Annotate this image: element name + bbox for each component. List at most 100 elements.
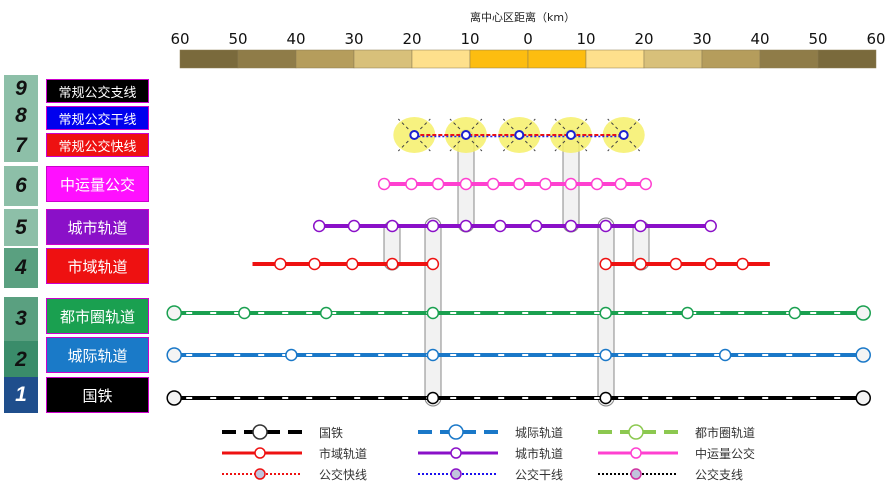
station: [319, 306, 333, 320]
layer-label: 城际轨道: [46, 337, 149, 373]
scale-band: [353, 49, 413, 69]
hub-ray: [419, 118, 431, 130]
station: [590, 177, 604, 191]
hub-ray: [607, 118, 619, 130]
station: [788, 306, 802, 320]
station: [459, 219, 473, 233]
hub-ray: [629, 140, 641, 152]
hub-ray: [502, 118, 514, 130]
bus-station: [618, 130, 629, 140]
station: [669, 257, 683, 271]
layer-number: 7: [4, 129, 38, 162]
legend-station: [630, 468, 642, 480]
legend-label: 市域轨道: [319, 447, 368, 461]
station: [386, 257, 399, 271]
legend-label: 中运量公交: [695, 447, 756, 461]
station: [238, 306, 251, 320]
legend-label: 公交干线: [515, 468, 564, 482]
station: [718, 348, 732, 362]
layer-label: 都市圈轨道: [46, 298, 149, 334]
legend-label: 城市轨道: [515, 447, 564, 461]
hub-ray: [629, 118, 641, 130]
hub-ray: [524, 140, 536, 152]
hub-ray: [449, 140, 461, 152]
station: [386, 219, 399, 233]
scale-tick: 0: [523, 30, 533, 48]
station: [166, 390, 182, 406]
layer-number: 9: [4, 75, 38, 102]
hub-ray: [502, 140, 514, 152]
scale-band: [411, 49, 471, 69]
station: [704, 219, 717, 233]
hub-ray: [471, 118, 483, 130]
hub-ray: [524, 118, 536, 130]
scale-tick: 60: [170, 30, 190, 48]
station: [634, 219, 647, 233]
bus-station: [514, 130, 525, 140]
station: [529, 219, 543, 233]
station: [166, 347, 182, 363]
legend-station: [630, 447, 642, 459]
scale-band: [527, 49, 587, 69]
hub-ray: [607, 140, 619, 152]
legend-label: 都市圈轨道: [695, 426, 756, 440]
layer-label: 市域轨道: [46, 248, 149, 284]
station: [513, 177, 526, 191]
hub-ray: [397, 118, 409, 130]
legend-label: 公交快线: [319, 468, 368, 482]
scale-band: [817, 49, 877, 69]
layer-label: 城市轨道: [46, 209, 149, 245]
scale-tick: 30: [344, 30, 364, 48]
station: [166, 305, 182, 321]
station: [564, 177, 578, 191]
hub-ray: [554, 140, 566, 152]
legend-station: [628, 424, 644, 440]
station: [599, 348, 612, 362]
station: [312, 219, 326, 233]
layer-number: 2: [4, 341, 38, 379]
station: [405, 177, 418, 191]
bus-station: [409, 130, 420, 140]
legend-label: 国铁: [319, 426, 344, 440]
station: [347, 219, 361, 233]
layer-number: 6: [4, 166, 38, 206]
station: [614, 177, 628, 191]
station: [285, 348, 298, 362]
scale-tick: 50: [808, 30, 828, 48]
station: [431, 177, 445, 191]
scale-tick: 10: [460, 30, 480, 48]
station: [493, 219, 507, 233]
layer-number: 1: [4, 377, 38, 413]
layer-number: 5: [4, 209, 38, 246]
legend-station: [448, 424, 464, 440]
station: [855, 305, 871, 321]
station: [564, 219, 578, 233]
station: [736, 257, 749, 271]
legend-label: 城际轨道: [515, 426, 564, 440]
layer-label: 常规公交快线: [46, 133, 149, 157]
layer-label: 常规公交支线: [46, 79, 149, 103]
station: [639, 177, 652, 191]
station: [704, 257, 717, 271]
station: [599, 219, 612, 233]
station: [855, 390, 871, 406]
scale-tick: 60: [866, 30, 886, 48]
station: [634, 257, 647, 271]
hub-ray: [576, 140, 588, 152]
legend-station: [254, 468, 266, 480]
station: [459, 177, 473, 191]
scale-tick: 50: [228, 30, 248, 48]
legend-station: [254, 447, 266, 459]
legend-station: [450, 447, 462, 459]
hub-ray: [471, 140, 483, 152]
station: [377, 177, 391, 191]
scale-band: [237, 49, 297, 69]
hub-ray: [554, 118, 566, 130]
layer-label: 常规公交干线: [46, 106, 149, 130]
station: [346, 257, 359, 271]
scale-tick: 30: [692, 30, 712, 48]
hub-ray: [576, 118, 588, 130]
bus-station: [565, 130, 576, 140]
station: [599, 257, 612, 271]
